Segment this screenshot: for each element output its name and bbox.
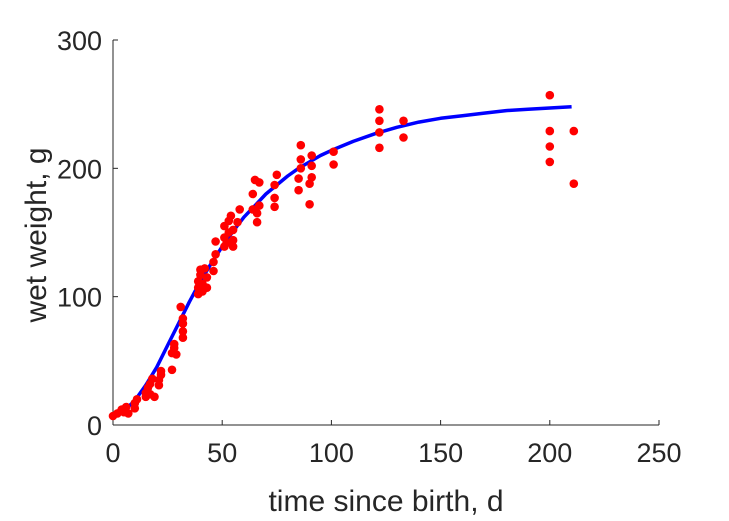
data-point: [545, 126, 555, 136]
y-tick-label: 0: [87, 411, 102, 441]
data-point: [150, 392, 159, 402]
data-point: [252, 217, 262, 227]
y-tick-label: 100: [57, 283, 102, 313]
x-tick-label: 0: [105, 438, 120, 468]
data-point: [545, 142, 555, 151]
data-point: [178, 333, 188, 343]
y-tick-label: 300: [57, 26, 102, 56]
data-point: [211, 237, 220, 246]
x-ticks: 0 50 100 150 200 250: [105, 420, 682, 468]
data-point: [132, 395, 142, 404]
data-point: [307, 151, 317, 160]
data-point: [176, 302, 185, 312]
y-axis-label: wet weight, g: [20, 147, 53, 323]
data-point: [294, 185, 303, 195]
data-point: [296, 164, 306, 173]
data-point: [178, 314, 188, 323]
data-point: [202, 283, 212, 293]
data-point: [545, 157, 555, 167]
data-point: [329, 147, 338, 156]
data-point: [305, 200, 314, 209]
data-point: [235, 205, 244, 214]
data-point: [254, 178, 264, 187]
data-point: [375, 116, 384, 126]
data-point: [375, 128, 384, 137]
x-tick-label: 200: [527, 438, 572, 468]
data-point: [233, 217, 242, 227]
x-tick-label: 100: [309, 438, 354, 468]
data-point: [545, 90, 555, 100]
data-point: [167, 365, 177, 375]
data-point: [375, 143, 384, 153]
x-tick-label: 250: [636, 438, 681, 468]
x-tick-label: 50: [207, 438, 237, 468]
y-ticks: 0 100 200 300: [57, 26, 118, 441]
data-point: [172, 350, 181, 359]
data-point: [222, 238, 231, 248]
y-tick-label: 200: [57, 154, 102, 184]
data-point: [178, 327, 188, 336]
data-point: [226, 211, 236, 221]
data-point: [248, 189, 258, 199]
data-point: [270, 202, 279, 212]
data-point: [228, 235, 238, 245]
data-point: [375, 105, 384, 114]
data-point: [307, 161, 317, 171]
x-axis-label: time since birth, d: [268, 485, 503, 518]
data-point: [270, 180, 279, 190]
data-point: [252, 208, 262, 218]
data-point: [296, 155, 306, 164]
data-point: [569, 126, 579, 136]
data-point: [148, 374, 157, 384]
data-point: [228, 225, 238, 235]
data-point: [329, 160, 338, 169]
data-point: [270, 193, 279, 203]
series-layer: [108, 90, 579, 421]
data-point: [124, 409, 133, 418]
data-point: [228, 242, 238, 251]
data-point: [211, 250, 220, 259]
data-point: [307, 173, 317, 182]
data-point: [209, 266, 218, 276]
data-point: [209, 257, 218, 267]
data-point: [294, 174, 303, 183]
data-point: [399, 133, 408, 142]
data-point: [272, 170, 282, 180]
data-point: [296, 140, 306, 150]
data-point: [202, 273, 212, 282]
axes: [112, 40, 659, 426]
data-point: [200, 264, 209, 273]
x-tick-label: 150: [418, 438, 463, 468]
data-point: [569, 179, 579, 188]
fit-curve-line: [112, 104, 572, 419]
data-point: [156, 366, 166, 376]
data-point: [399, 116, 408, 126]
data-point: [254, 201, 264, 210]
data-point: [169, 339, 179, 349]
